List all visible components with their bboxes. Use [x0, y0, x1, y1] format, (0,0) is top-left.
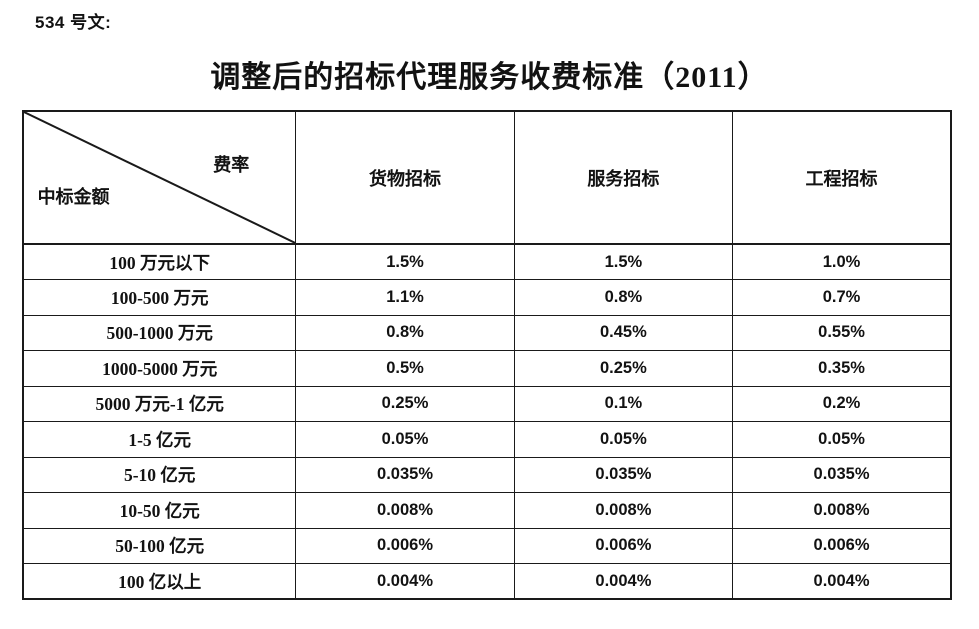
rate-cell: 0.05% — [295, 421, 515, 458]
rate-cell: 0.8% — [513, 279, 734, 316]
rate-cell: 0.7% — [732, 279, 952, 316]
table-row: 500-1000 万元 0.8% 0.45% 0.55% — [22, 314, 952, 351]
rate-cell: 0.25% — [513, 350, 734, 387]
table-row: 50-100 亿元 0.006% 0.006% 0.006% — [22, 527, 952, 564]
rate-cell: 0.035% — [732, 456, 952, 493]
table-row: 100-500 万元 1.1% 0.8% 0.7% — [22, 279, 952, 316]
rate-cell: 0.008% — [732, 492, 952, 529]
table-row: 5000 万元-1 亿元 0.25% 0.1% 0.2% — [22, 385, 952, 422]
diagonal-header-cell: 费率 中标金额 — [22, 110, 297, 245]
column-header-engineering: 工程招标 — [732, 110, 952, 245]
row-label: 1000-5000 万元 — [22, 350, 297, 387]
document-number-label: 534 号文: — [35, 13, 112, 32]
rate-cell: 0.004% — [295, 563, 515, 600]
rate-cell: 0.8% — [295, 314, 515, 351]
row-label: 10-50 亿元 — [22, 492, 297, 529]
row-label: 50-100 亿元 — [22, 527, 297, 564]
rate-cell: 0.008% — [295, 492, 515, 529]
rate-cell: 0.05% — [732, 421, 952, 458]
corner-label-bid-amount: 中标金额 — [37, 186, 110, 207]
row-label: 100 万元以下 — [22, 243, 297, 280]
rate-cell: 0.006% — [732, 527, 952, 564]
fee-rate-table: 费率 中标金额 货物招标 服务招标 工程招标 100 万元以下 1.5% 1.5… — [22, 110, 952, 600]
rate-cell: 1.1% — [295, 279, 515, 316]
rate-cell: 0.1% — [513, 385, 734, 422]
diagonal-divider-line — [24, 112, 295, 243]
rate-cell: 0.05% — [513, 421, 734, 458]
rate-cell: 0.006% — [513, 527, 734, 564]
column-header-goods: 货物招标 — [295, 110, 515, 245]
row-label: 100 亿以上 — [22, 563, 297, 600]
rate-cell: 0.004% — [513, 563, 734, 600]
corner-label-rate: 费率 — [213, 155, 250, 176]
rate-cell: 0.2% — [732, 385, 952, 422]
column-header-services: 服务招标 — [513, 110, 734, 245]
row-label: 100-500 万元 — [22, 279, 297, 316]
row-label: 5-10 亿元 — [22, 456, 297, 493]
table-row: 1-5 亿元 0.05% 0.05% 0.05% — [22, 421, 952, 458]
rate-cell: 0.035% — [513, 456, 734, 493]
rate-cell: 0.006% — [295, 527, 515, 564]
table-row: 1000-5000 万元 0.5% 0.25% 0.35% — [22, 350, 952, 387]
rate-cell: 0.004% — [732, 563, 952, 600]
rate-cell: 0.55% — [732, 314, 952, 351]
row-label: 500-1000 万元 — [22, 314, 297, 351]
table-header-row: 费率 中标金额 货物招标 服务招标 工程招标 — [22, 110, 952, 245]
row-label: 1-5 亿元 — [22, 421, 297, 458]
rate-cell: 1.5% — [513, 243, 734, 280]
rate-cell: 0.035% — [295, 456, 515, 493]
rate-cell: 0.25% — [295, 385, 515, 422]
table-row: 100 万元以下 1.5% 1.5% 1.0% — [22, 243, 952, 280]
page-title: 调整后的招标代理服务收费标准（2011） — [210, 61, 769, 94]
rate-cell: 1.5% — [295, 243, 515, 280]
rate-cell: 1.0% — [732, 243, 952, 280]
rate-cell: 0.45% — [513, 314, 734, 351]
table-row: 10-50 亿元 0.008% 0.008% 0.008% — [22, 492, 952, 529]
rate-cell: 0.5% — [295, 350, 515, 387]
row-label: 5000 万元-1 亿元 — [22, 385, 297, 422]
table-row: 5-10 亿元 0.035% 0.035% 0.035% — [22, 456, 952, 493]
table-row: 100 亿以上 0.004% 0.004% 0.004% — [22, 563, 952, 600]
rate-cell: 0.008% — [513, 492, 734, 529]
rate-cell: 0.35% — [732, 350, 952, 387]
